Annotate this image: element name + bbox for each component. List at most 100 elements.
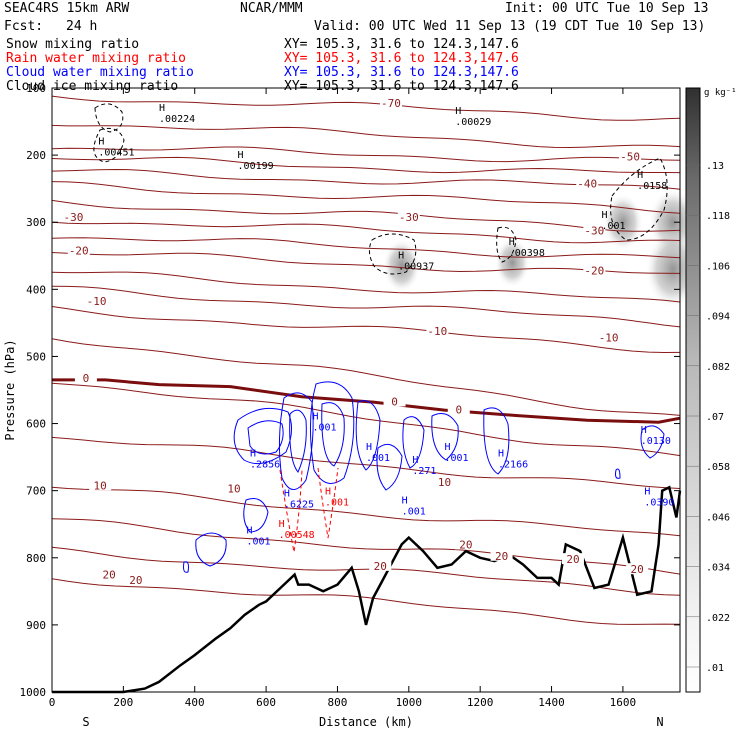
temp-label: -70 bbox=[381, 97, 401, 110]
cloud-water-contour bbox=[278, 392, 314, 490]
y-tick-label: 300 bbox=[26, 216, 46, 229]
temp-label: -40 bbox=[577, 177, 597, 190]
max-label: .001 bbox=[325, 498, 349, 509]
max-label: .2856 bbox=[250, 459, 280, 470]
colorbar-label: .046 bbox=[706, 512, 730, 523]
colorbar: .13 .118 .106 .094 .082 .07 .058 .046 .034 .022 .0… bbox=[685, 87, 730, 693]
temp-label: 0 bbox=[391, 395, 398, 408]
temperature-isotherms bbox=[51, 95, 681, 625]
snow-contour bbox=[368, 233, 417, 275]
max-label: .00199 bbox=[238, 161, 274, 172]
max-marker: H bbox=[284, 489, 290, 500]
colorbar-unit: g kg⁻¹ bbox=[704, 88, 737, 98]
max-label: .001 bbox=[366, 453, 390, 464]
temp-label: -10 bbox=[87, 295, 107, 308]
isotherm-line bbox=[51, 306, 681, 354]
colorbar-label: .058 bbox=[706, 462, 730, 473]
y-tick-label: 1000 bbox=[20, 686, 47, 699]
x-tick-label: 1200 bbox=[467, 696, 494, 709]
snow-contour bbox=[94, 103, 124, 133]
fcst-value: 24 h bbox=[66, 19, 98, 34]
cloud-water-contour bbox=[289, 409, 307, 473]
temp-label: -20 bbox=[584, 265, 604, 278]
max-label: .00029 bbox=[455, 117, 491, 128]
rain-contours bbox=[279, 467, 339, 553]
temp-label-bg bbox=[561, 553, 584, 565]
cloud-water-contour bbox=[243, 498, 269, 533]
temp-label: 20 bbox=[374, 560, 387, 573]
temp-label-bg bbox=[626, 563, 649, 575]
temp-label-bg bbox=[583, 264, 606, 276]
field-name-rain: Rain water mixing ratio bbox=[6, 51, 187, 66]
isotherm-line bbox=[51, 168, 681, 190]
temp-label: -50 bbox=[620, 150, 640, 163]
max-marker: H bbox=[498, 448, 504, 459]
y-tick-label: 500 bbox=[26, 350, 46, 363]
temp-label-bg bbox=[85, 294, 108, 306]
colorbar-label: .07 bbox=[706, 412, 724, 423]
rain-contour bbox=[317, 467, 339, 539]
cloud-water-contour bbox=[247, 420, 284, 455]
max-label: .00451 bbox=[98, 147, 134, 158]
ice-shade-blob bbox=[602, 193, 644, 252]
temp-label-bg bbox=[426, 324, 449, 336]
colorbar-gradient bbox=[685, 87, 701, 693]
zero-isotherm bbox=[52, 378, 681, 424]
init-time: Init: 00 UTC Tue 10 Sep 13 bbox=[505, 1, 709, 16]
field-xy-snow: XY= 105.3, 31.6 to 124.3,147.6 bbox=[284, 37, 519, 52]
x-tick-label: 600 bbox=[256, 696, 276, 709]
cloud-water-contour bbox=[483, 407, 510, 475]
isotherm-line bbox=[51, 382, 681, 457]
temp-label: 20 bbox=[459, 538, 472, 551]
rain-contour bbox=[279, 469, 303, 553]
field-xy-cloudice: XY= 105.3, 31.6 to 124.3,147.6 bbox=[284, 79, 519, 94]
temp-label: 10 bbox=[227, 483, 240, 496]
cloud-water-contour bbox=[355, 400, 381, 471]
isotherm-line bbox=[51, 146, 681, 163]
org-title: NCAR/MMM bbox=[240, 1, 303, 16]
temp-label-bg bbox=[62, 210, 85, 222]
field-name-cloudice: Cloud ice mixing ratio bbox=[6, 79, 179, 94]
cloud-water-contour bbox=[615, 468, 621, 479]
max-marker: H bbox=[398, 250, 404, 261]
isotherm-line bbox=[51, 338, 681, 416]
cloud-water-contour bbox=[431, 413, 459, 461]
south-label: S bbox=[82, 715, 89, 729]
temp-label: -10 bbox=[427, 325, 447, 338]
max-marker: H bbox=[644, 487, 650, 498]
field-name-snow: Snow mixing ratio bbox=[6, 37, 140, 52]
y-tick-label: 700 bbox=[26, 485, 46, 498]
colorbar-label: .082 bbox=[706, 362, 730, 373]
x-tick-label: 1600 bbox=[610, 696, 637, 709]
x-tick-label: 1400 bbox=[538, 696, 565, 709]
isotherm-line bbox=[51, 95, 681, 121]
colorbar-label: .094 bbox=[706, 312, 730, 323]
temp-label-bg bbox=[447, 403, 470, 415]
temp-label: 20 bbox=[566, 553, 579, 566]
colorbar-label: .13 bbox=[706, 161, 724, 172]
model-title: SEAC4RS 15km ARW bbox=[4, 1, 130, 16]
north-label: N bbox=[656, 715, 663, 729]
temp-label-bg bbox=[379, 96, 402, 108]
max-label: .0390 bbox=[644, 498, 674, 509]
cloud-water-contours bbox=[183, 381, 665, 573]
x-tick-label: 800 bbox=[328, 696, 348, 709]
field-name-cloudwater: Cloud water mixing ratio bbox=[6, 65, 194, 80]
temp-label-bg bbox=[222, 482, 245, 494]
cloud-ice-shading bbox=[382, 188, 701, 309]
y-tick-label: 200 bbox=[26, 149, 46, 162]
snow-contour bbox=[93, 127, 125, 163]
temp-label: -30 bbox=[399, 211, 419, 224]
x-axis-label: Distance (km) bbox=[319, 715, 413, 729]
field-xy-cloudwater: XY= 105.3, 31.6 to 124.3,147.6 bbox=[284, 65, 519, 80]
max-marker: H bbox=[98, 136, 104, 147]
temp-label: 0 bbox=[83, 372, 90, 385]
max-marker: H bbox=[637, 170, 643, 181]
x-tick-label: 0 bbox=[49, 696, 56, 709]
temp-label-bg bbox=[383, 395, 406, 407]
max-marker: H bbox=[159, 103, 165, 114]
max-label: .0158 bbox=[637, 181, 667, 192]
isotherm-line bbox=[51, 271, 681, 303]
temp-label: 20 bbox=[102, 569, 115, 582]
